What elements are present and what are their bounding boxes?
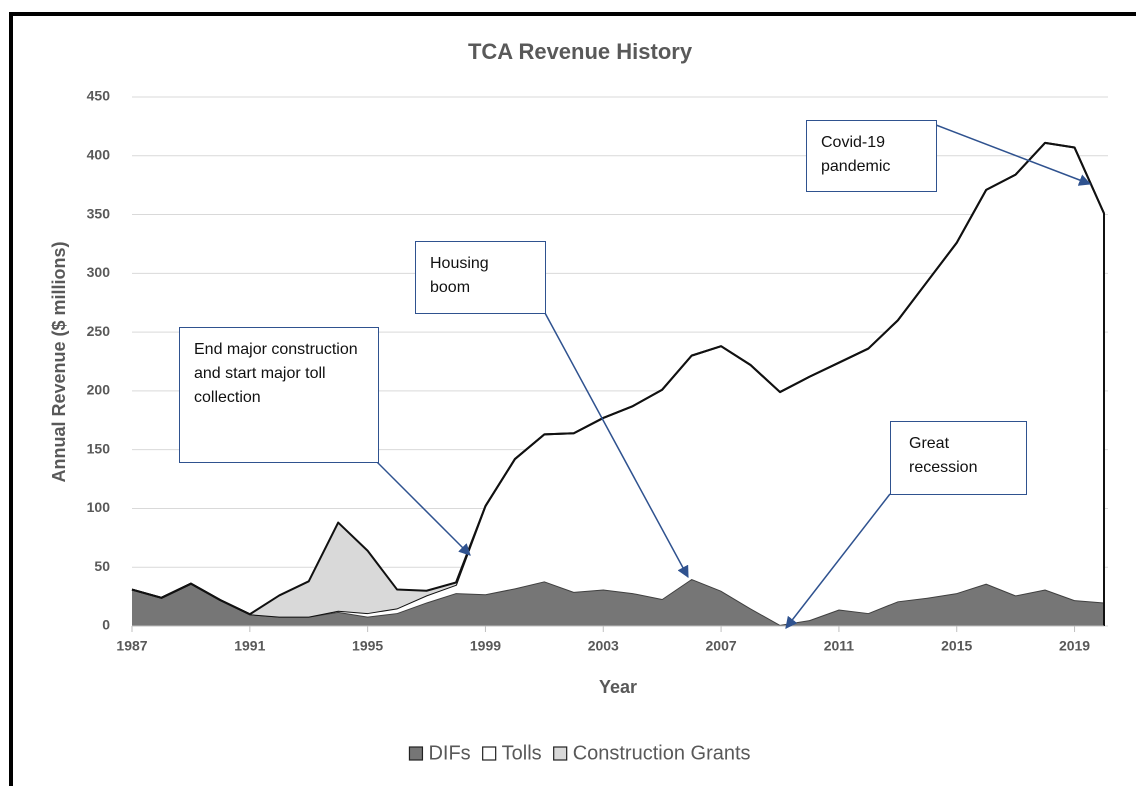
legend-swatch bbox=[482, 746, 497, 761]
x-tick-label: 1991 bbox=[234, 638, 265, 654]
arrow bbox=[374, 459, 471, 556]
y-tick-label: 0 bbox=[102, 617, 110, 633]
y-axis-title: Annual Revenue ($ millions) bbox=[49, 241, 69, 482]
y-tick-label: 450 bbox=[87, 88, 111, 104]
x-tick-label: 1995 bbox=[352, 638, 383, 654]
legend-item: Tolls bbox=[482, 742, 542, 764]
x-tick-label: 2019 bbox=[1059, 638, 1090, 654]
x-tick-label: 1999 bbox=[470, 638, 501, 654]
area bbox=[132, 578, 1104, 626]
arrow bbox=[785, 493, 891, 629]
annotation: Great recession bbox=[890, 421, 1027, 495]
area-outline bbox=[131, 141, 1105, 626]
annotation: End major construction and start major t… bbox=[179, 327, 379, 463]
y-tick-label: 50 bbox=[94, 558, 110, 574]
legend-swatch bbox=[408, 746, 424, 761]
arrow bbox=[935, 124, 1092, 186]
legend-label: Tolls bbox=[502, 742, 542, 764]
area bbox=[132, 142, 1104, 625]
y-tick-label: 250 bbox=[87, 323, 111, 339]
x-tick-label: 2003 bbox=[588, 638, 619, 654]
annotation: Covid-19 pandemic bbox=[806, 120, 937, 192]
chart-title: TCA Revenue History bbox=[468, 39, 693, 64]
x-tick-label: 1987 bbox=[116, 638, 147, 654]
legend-label: DIFs bbox=[428, 742, 470, 764]
legend-item: DIFs bbox=[408, 742, 471, 764]
areas bbox=[131, 141, 1105, 627]
x-axis-title: Year bbox=[599, 677, 637, 697]
legend-label: Construction Grants bbox=[573, 742, 751, 764]
arrows bbox=[374, 124, 1092, 629]
legend-item: Construction Grants bbox=[553, 742, 751, 764]
legend-swatch bbox=[553, 746, 568, 761]
x-tick-label: 2007 bbox=[706, 638, 737, 654]
legend: DIFs Tolls Construction Grants bbox=[408, 742, 751, 764]
y-tick-label: 400 bbox=[87, 146, 111, 162]
arrow bbox=[544, 312, 689, 579]
x-tick-label: 2015 bbox=[941, 638, 972, 654]
x-tick-label: 2011 bbox=[824, 638, 855, 654]
annotation: Housing boom bbox=[415, 241, 546, 314]
y-tick-label: 150 bbox=[87, 440, 111, 456]
y-tick-label: 300 bbox=[87, 264, 111, 280]
y-tick-label: 200 bbox=[87, 382, 111, 398]
y-tick-label: 350 bbox=[87, 205, 111, 221]
frame bbox=[9, 12, 1136, 786]
y-tick-label: 100 bbox=[87, 499, 111, 515]
